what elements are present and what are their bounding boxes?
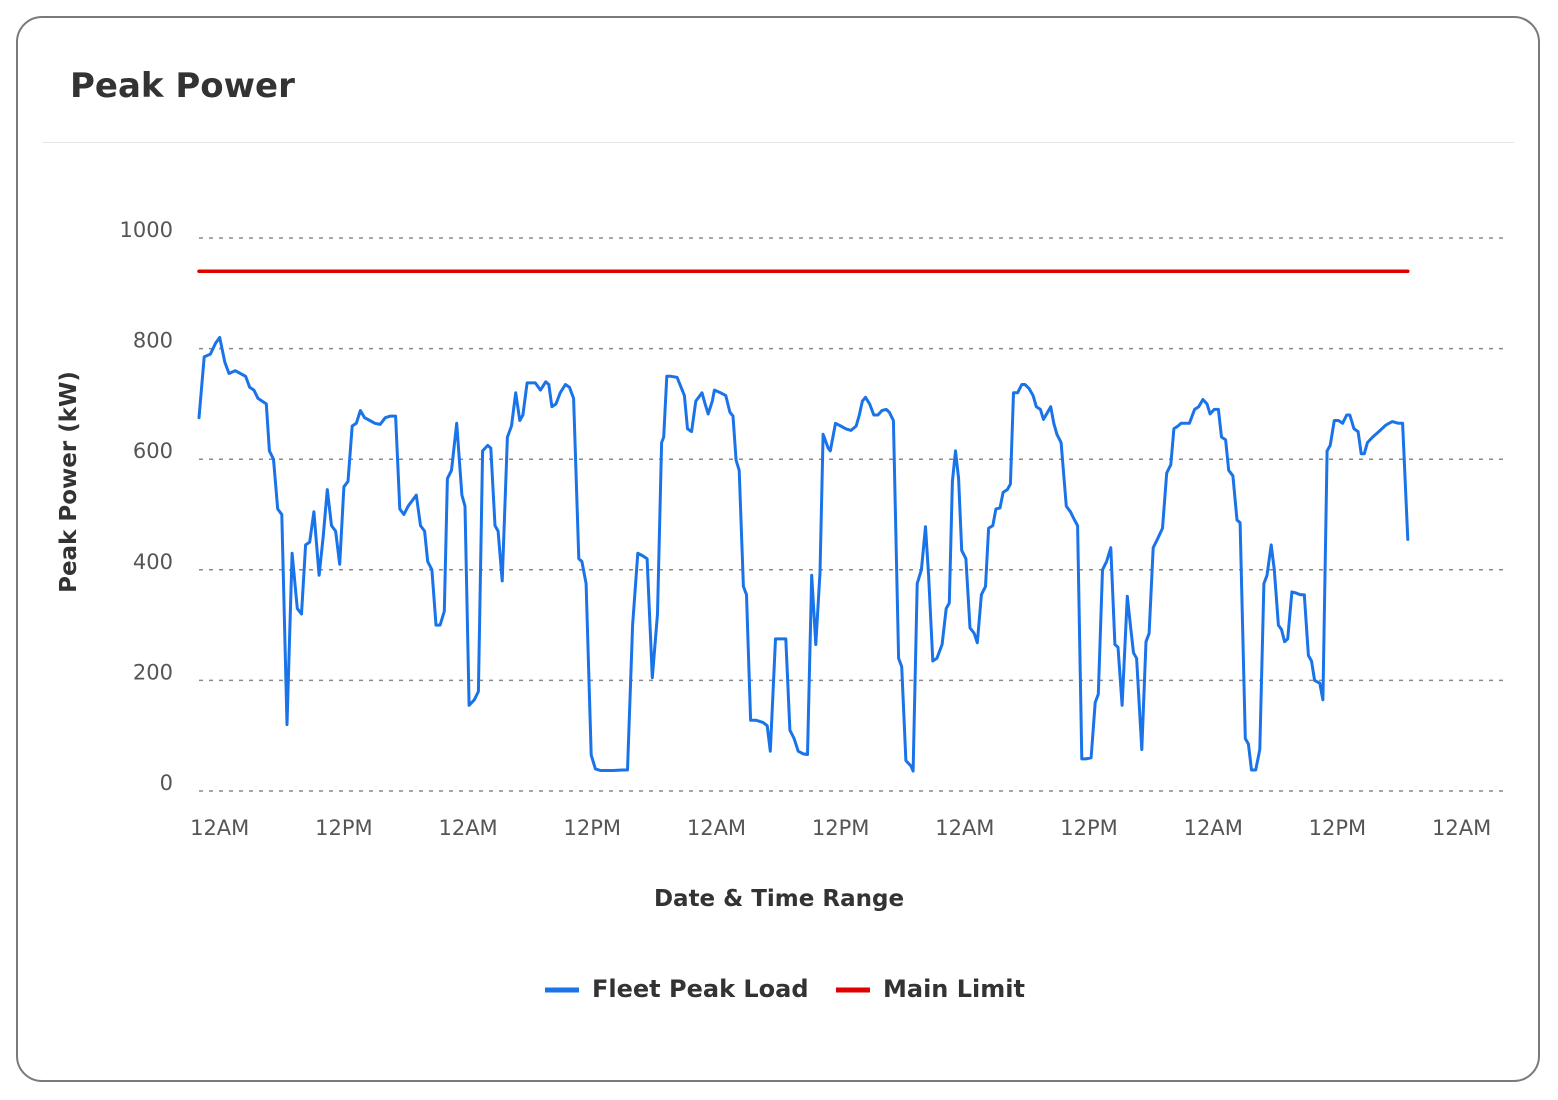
legend-item-fleet-peak-load[interactable]: Fleet Peak Load xyxy=(545,975,809,1003)
x-tick-label: 12AM xyxy=(687,816,746,840)
y-tick-label: 1000 xyxy=(120,218,173,242)
x-tick-label: 12PM xyxy=(315,816,373,840)
legend-item-main-limit[interactable]: Main Limit xyxy=(836,975,1025,1003)
x-tick-label: 12AM xyxy=(1184,816,1243,840)
y-tick-label: 400 xyxy=(133,550,173,574)
x-tick-label: 12PM xyxy=(1060,816,1118,840)
series-lines xyxy=(197,269,1410,773)
x-tick-label: 12PM xyxy=(812,816,870,840)
x-tick-label: 12PM xyxy=(1309,816,1367,840)
x-tick-label: 12AM xyxy=(190,816,249,840)
legend-label-fleet-peak-load: Fleet Peak Load xyxy=(592,975,809,1003)
y-tick-label: 0 xyxy=(160,771,173,795)
series-line-fleet-peak-load xyxy=(197,336,1410,773)
x-axis-title: Date & Time Range xyxy=(654,886,904,912)
x-axis-ticks: 12AM 12PM 12AM 12PM 12AM 12PM 12AM 12PM 12AM 12PM… xyxy=(190,816,1491,840)
x-tick-label: 12AM xyxy=(1432,816,1491,840)
y-tick-label: 200 xyxy=(133,660,173,684)
legend: Fleet Peak Load Main Limit xyxy=(545,975,1025,1003)
legend-label-main-limit: Main Limit xyxy=(883,975,1025,1003)
chart-card: Peak Power xyxy=(16,16,1540,1082)
y-tick-label: 600 xyxy=(133,439,173,463)
y-axis-ticks: 0 200 400 600 800 1000 xyxy=(120,218,173,795)
x-tick-label: 12AM xyxy=(935,816,994,840)
gridlines xyxy=(199,237,1503,792)
y-tick-label: 800 xyxy=(133,329,173,353)
card-title: Peak Power xyxy=(70,66,295,106)
x-tick-label: 12PM xyxy=(564,816,622,840)
title-divider xyxy=(42,142,1514,143)
y-axis-title: Peak Power (kW) xyxy=(56,371,82,593)
x-tick-label: 12AM xyxy=(438,816,497,840)
